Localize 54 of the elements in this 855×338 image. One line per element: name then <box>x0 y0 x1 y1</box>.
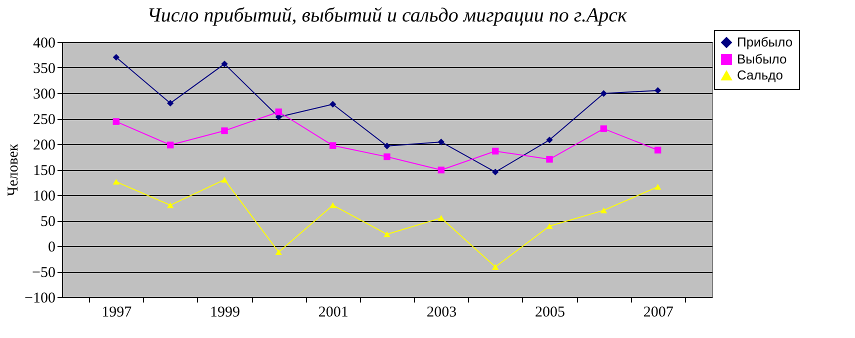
point <box>492 168 499 176</box>
point <box>329 100 336 108</box>
point <box>275 108 282 116</box>
point <box>221 176 228 183</box>
point <box>492 148 499 154</box>
point <box>546 136 553 144</box>
y-tick-label: 350 <box>33 61 56 77</box>
point <box>438 166 445 174</box>
legend-label: Сальдо <box>737 68 783 82</box>
point <box>600 207 608 214</box>
point <box>546 223 553 230</box>
point <box>275 249 282 256</box>
point <box>166 142 174 148</box>
point <box>384 153 390 160</box>
y-tick-label: −100 <box>24 290 56 306</box>
y-axis-title: Человек <box>6 143 22 196</box>
y-tick-label: 150 <box>33 163 56 179</box>
point <box>384 231 390 238</box>
x-tick-label: 2005 <box>535 304 565 320</box>
x-tick-label: 2007 <box>643 304 674 320</box>
chart-title: Число прибытий, выбытий и сальдо миграции по г.Арск <box>147 4 628 26</box>
x-tick-label: 1999 <box>210 304 240 320</box>
point <box>166 202 174 208</box>
y-tick-label: 400 <box>33 36 56 52</box>
point <box>654 146 662 154</box>
point <box>221 127 228 134</box>
y-tick-label: 300 <box>33 86 56 102</box>
x-tick-label: 1997 <box>102 304 132 320</box>
point <box>438 138 445 146</box>
x-tick-label: 2003 <box>426 304 457 320</box>
point <box>112 118 120 125</box>
point <box>438 215 445 221</box>
y-tick-label: 100 <box>33 188 56 204</box>
point <box>112 54 120 61</box>
point <box>166 100 174 107</box>
point <box>600 125 608 132</box>
point <box>546 156 553 163</box>
legend-label: Выбыло <box>737 52 787 66</box>
point <box>112 178 120 185</box>
y-tick-label: 50 <box>40 214 56 230</box>
legend-label: Прибыло <box>737 34 793 50</box>
point <box>329 202 336 208</box>
point <box>654 87 662 94</box>
point <box>600 90 608 97</box>
point <box>384 142 390 150</box>
y-tick-label: 250 <box>33 112 56 128</box>
x-tick-label: 2001 <box>318 304 348 320</box>
y-tick-label: −50 <box>32 265 56 281</box>
point <box>654 184 662 190</box>
point <box>329 142 336 149</box>
y-tick-label: 0 <box>48 240 56 256</box>
point <box>492 264 499 270</box>
point <box>221 60 228 68</box>
y-tick-label: 200 <box>33 138 56 154</box>
